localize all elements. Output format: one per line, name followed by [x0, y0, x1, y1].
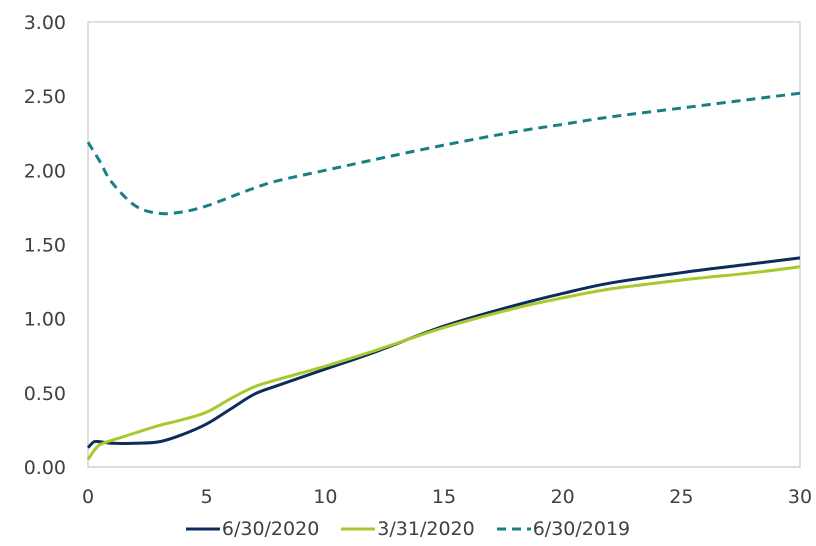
x-tick-label: 10	[313, 486, 337, 508]
x-tick-label: 20	[551, 486, 575, 508]
plot-area-border	[87, 21, 801, 468]
legend-label-series-2: 6/30/2019	[532, 518, 631, 540]
y-tick-label: 0.00	[24, 457, 66, 479]
legend-item-series-0: 6/30/2020	[185, 518, 320, 540]
series-line-2	[86, 91, 801, 216]
y-tick-label: 2.50	[24, 86, 66, 108]
legend-label-series-0: 6/30/2020	[221, 518, 320, 540]
chart-legend: 6/30/2020 3/31/2020 6/30/2019	[0, 518, 816, 540]
legend-item-series-2: 6/30/2019	[496, 518, 631, 540]
x-tick-label: 0	[82, 486, 94, 508]
y-tick-label: 3.00	[24, 12, 66, 34]
x-tick-label: 30	[788, 486, 812, 508]
legend-swatch-series-2	[496, 527, 531, 531]
legend-item-series-1: 3/31/2020	[341, 518, 475, 540]
x-tick-label: 15	[432, 486, 456, 508]
y-tick-label: 2.00	[24, 160, 66, 182]
series-line-1	[86, 265, 801, 461]
series-lines	[86, 91, 801, 461]
y-tick-label: 1.00	[24, 309, 66, 331]
legend-swatch-series-0	[185, 527, 220, 531]
x-axis-tick-labels: 0 5 10 15 20 25 30	[82, 486, 812, 508]
y-axis-tick-labels: 0.00 0.50 1.00 1.50 2.00 2.50 3.00	[24, 12, 66, 479]
y-tick-label: 1.50	[24, 235, 66, 257]
x-tick-label: 25	[669, 486, 693, 508]
series-line-0	[86, 256, 801, 449]
x-tick-label: 5	[201, 486, 213, 508]
y-tick-label: 0.50	[24, 383, 66, 405]
legend-swatch-series-1	[341, 527, 376, 531]
legend-label-series-1: 3/31/2020	[377, 518, 475, 540]
line-chart: 0.00 0.50 1.00 1.50 2.00 2.50 3.00 0 5 10 15 20 25 3…	[24, 12, 812, 508]
